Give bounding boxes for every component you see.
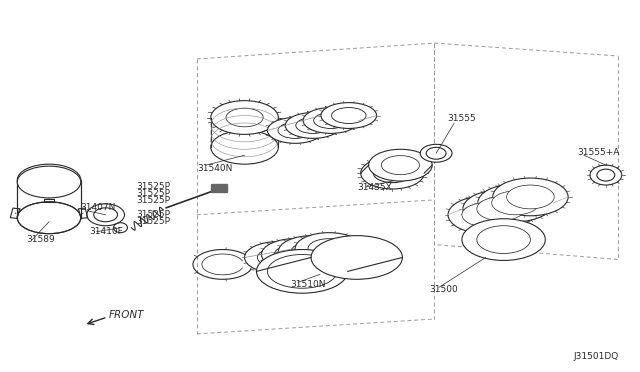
Ellipse shape — [278, 122, 312, 138]
Ellipse shape — [420, 144, 452, 162]
Ellipse shape — [426, 147, 446, 159]
Ellipse shape — [477, 226, 531, 253]
Text: 31410F: 31410F — [90, 227, 124, 236]
Text: 31510N: 31510N — [290, 280, 326, 289]
Text: 31525P: 31525P — [136, 183, 170, 192]
Ellipse shape — [275, 245, 316, 264]
Ellipse shape — [597, 169, 615, 181]
Text: 31525P: 31525P — [136, 189, 170, 198]
Text: 31589: 31589 — [26, 235, 55, 244]
Ellipse shape — [493, 178, 568, 216]
Ellipse shape — [369, 149, 432, 181]
Ellipse shape — [477, 197, 524, 221]
Ellipse shape — [257, 250, 348, 293]
Ellipse shape — [295, 232, 363, 264]
Ellipse shape — [211, 101, 278, 134]
Ellipse shape — [463, 203, 508, 226]
Ellipse shape — [590, 165, 621, 185]
Ellipse shape — [478, 184, 553, 222]
Text: FRONT: FRONT — [109, 310, 144, 320]
Ellipse shape — [373, 164, 412, 183]
Ellipse shape — [321, 103, 376, 128]
Ellipse shape — [314, 112, 348, 128]
Text: J31501DQ: J31501DQ — [573, 352, 618, 361]
Ellipse shape — [291, 242, 333, 262]
Ellipse shape — [262, 238, 329, 270]
Ellipse shape — [308, 239, 350, 259]
Ellipse shape — [244, 241, 312, 273]
Ellipse shape — [211, 131, 278, 164]
Ellipse shape — [507, 185, 554, 209]
Text: 31555+A: 31555+A — [577, 148, 620, 157]
Ellipse shape — [257, 248, 300, 267]
Text: 31435X: 31435X — [358, 183, 392, 192]
Ellipse shape — [492, 191, 540, 215]
Text: 31525P: 31525P — [136, 196, 170, 205]
Ellipse shape — [493, 192, 538, 214]
Ellipse shape — [381, 155, 419, 175]
Text: 31525P: 31525P — [136, 210, 170, 219]
Ellipse shape — [17, 164, 81, 196]
Ellipse shape — [332, 108, 366, 124]
Polygon shape — [211, 184, 227, 192]
Text: 31407N: 31407N — [80, 203, 115, 212]
Ellipse shape — [285, 113, 341, 138]
Ellipse shape — [462, 203, 509, 227]
Ellipse shape — [462, 219, 545, 260]
Ellipse shape — [278, 235, 346, 267]
Ellipse shape — [311, 235, 403, 279]
Ellipse shape — [296, 118, 330, 134]
Ellipse shape — [268, 118, 323, 143]
Ellipse shape — [463, 190, 538, 228]
Ellipse shape — [448, 196, 524, 234]
Ellipse shape — [17, 202, 81, 234]
Text: 31540N: 31540N — [197, 164, 232, 173]
Text: 31525P: 31525P — [136, 217, 170, 226]
Ellipse shape — [508, 186, 553, 208]
Text: 31555: 31555 — [447, 114, 476, 123]
Ellipse shape — [268, 254, 337, 288]
Ellipse shape — [303, 108, 358, 134]
Ellipse shape — [17, 166, 81, 198]
Ellipse shape — [478, 198, 524, 220]
Ellipse shape — [361, 157, 424, 189]
Text: 31500: 31500 — [429, 285, 458, 294]
